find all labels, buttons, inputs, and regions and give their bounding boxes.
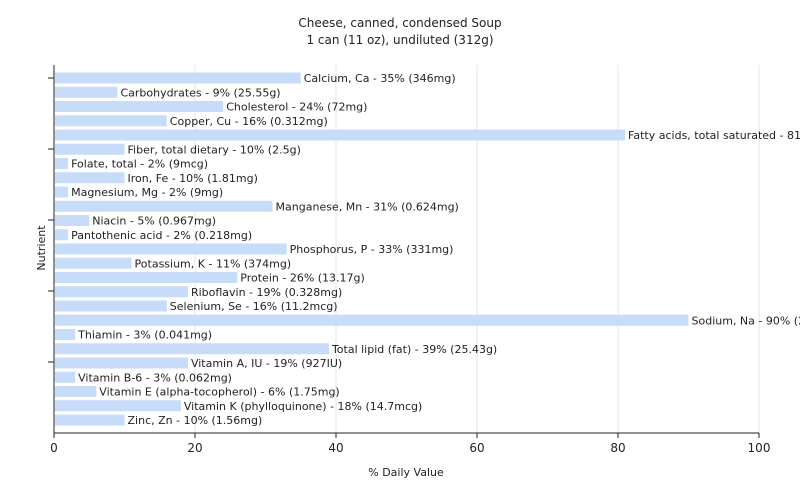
chart-title: Cheese, canned, condensed Soup (298, 16, 501, 30)
bar (55, 257, 132, 269)
bar-label: Vitamin E (alpha-tocopherol) - 6% (1.75m… (99, 386, 339, 399)
bar (55, 129, 626, 141)
y-axis-label: Nutrient (35, 225, 48, 271)
bar (55, 72, 301, 84)
bar-label: Vitamin B-6 - 3% (0.062mg) (78, 371, 232, 384)
bar-label: Protein - 26% (13.17g) (240, 272, 365, 285)
bar (55, 172, 125, 184)
bar-label: Copper, Cu - 16% (0.312mg) (170, 115, 328, 128)
x-axis-label: % Daily Value (368, 466, 444, 479)
bar (55, 86, 118, 98)
x-tick-label: 100 (748, 441, 771, 455)
bar-label: Selenium, Se - 16% (11.2mcg) (170, 300, 338, 313)
x-tick-label: 60 (469, 441, 484, 455)
bar-label: Niacin - 5% (0.967mg) (92, 215, 216, 228)
bar (55, 229, 69, 241)
bar (55, 386, 97, 397)
bar (55, 158, 69, 169)
axes: 0 20 40 60 80 100 (48, 65, 770, 455)
bar-label: Folate, total - 2% (9mcg) (71, 158, 208, 171)
bar (55, 371, 76, 383)
bar (55, 357, 188, 369)
bar-label: Magnesium, Mg - 2% (9mg) (71, 186, 223, 199)
bar-label: Manganese, Mn - 31% (0.624mg) (276, 200, 459, 213)
bar (55, 186, 69, 198)
bar-label: Carbohydrates - 9% (25.55g) (120, 86, 280, 99)
x-tick-label: 0 (50, 441, 58, 455)
bar-label: Zinc, Zn - 10% (1.56mg) (128, 414, 263, 427)
x-tick-label: 20 (187, 441, 202, 455)
bar (55, 272, 238, 283)
bar (55, 215, 90, 226)
bar-label: Fiber, total dietary - 10% (2.5g) (128, 143, 301, 156)
bar-label: Thiamin - 3% (0.041mg) (77, 329, 212, 342)
bar (55, 343, 329, 355)
chart-subtitle: 1 can (11 oz), undiluted (312g) (306, 33, 493, 47)
bars (55, 72, 689, 426)
bar (55, 243, 287, 255)
bar-label: Vitamin K (phylloquinone) - 18% (14.7mcg… (184, 400, 422, 413)
bar (55, 300, 167, 312)
bar (55, 414, 125, 426)
bar (55, 101, 224, 112)
bar (55, 115, 167, 127)
bar (55, 400, 181, 412)
bar-label: Pantothenic acid - 2% (0.218mg) (71, 229, 252, 242)
bar (55, 329, 76, 340)
bar-label: Vitamin A, IU - 19% (927IU) (191, 357, 342, 370)
bar (55, 143, 125, 155)
bar-label: Riboflavin - 19% (0.328mg) (191, 286, 342, 299)
bar-label: Total lipid (fat) - 39% (25.43g) (331, 343, 497, 356)
bar-label: Sodium, Na - 90% (2162mg) (692, 314, 800, 327)
bar-label: Iron, Fe - 10% (1.81mg) (128, 172, 258, 185)
x-tick-label: 80 (610, 441, 625, 455)
x-tick-label: 40 (328, 441, 343, 455)
bar-label: Phosphorus, P - 33% (331mg) (290, 243, 454, 256)
bar-label: Calcium, Ca - 35% (346mg) (304, 72, 456, 85)
bar (55, 286, 188, 298)
bar (55, 200, 273, 212)
bar (55, 314, 689, 326)
grid-lines (194, 65, 760, 433)
bar-label: Cholesterol - 24% (72mg) (226, 101, 367, 114)
bar-label: Fatty acids, total saturated - 81% (16.1… (628, 129, 800, 142)
bar-label: Potassium, K - 11% (374mg) (135, 257, 292, 270)
bar-labels: Calcium, Ca - 35% (346mg) Carbohydrates -… (71, 72, 800, 427)
